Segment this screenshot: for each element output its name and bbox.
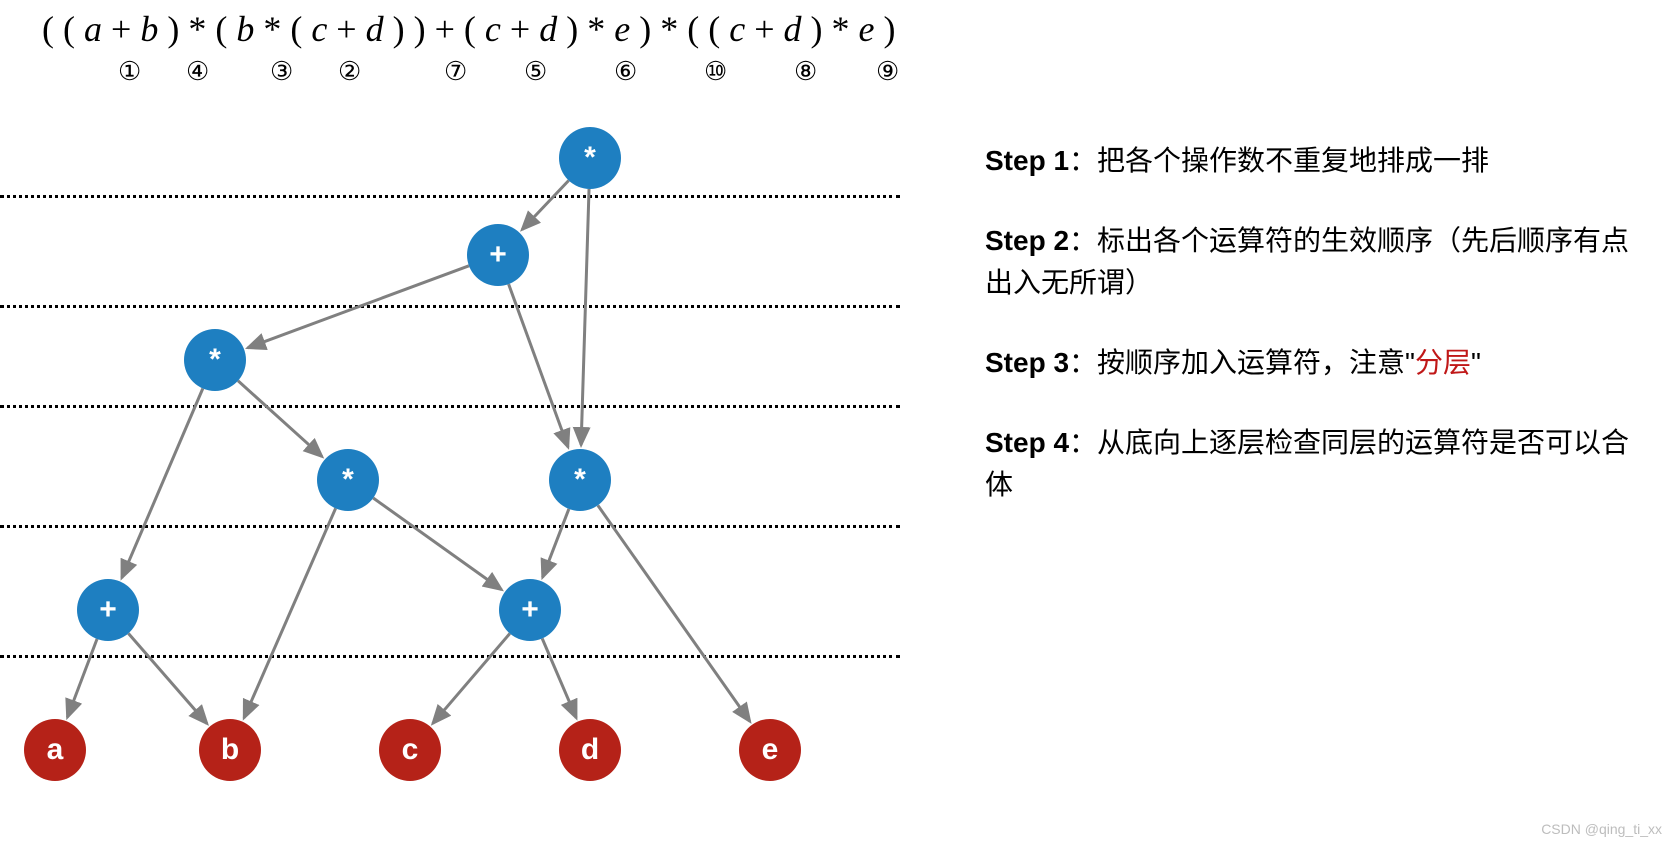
- circled-number: ④: [186, 56, 209, 87]
- edge: [543, 509, 569, 577]
- edge: [542, 638, 576, 717]
- operand-node: c: [379, 719, 441, 781]
- operator-node: *: [559, 127, 621, 189]
- step-item: Step 2：标出各个运算符的生效顺序（先后顺序有点出入无所谓）: [985, 220, 1655, 304]
- edge: [128, 633, 207, 723]
- edge: [67, 639, 97, 717]
- edge: [433, 634, 510, 724]
- edge: [373, 498, 501, 590]
- edge: [238, 381, 322, 457]
- expression-formula: ( ( a + b ) * ( b * ( c + d ) ) + ( c + …: [42, 8, 895, 50]
- edge: [509, 284, 568, 447]
- edge: [522, 180, 569, 229]
- operand-node: b: [199, 719, 261, 781]
- step-item: Step 1：把各个操作数不重复地排成一排: [985, 140, 1655, 182]
- circled-number: ⑨: [876, 56, 899, 87]
- circled-number: ⑧: [794, 56, 817, 87]
- operator-node: *: [184, 329, 246, 391]
- step-item: Step 3：按顺序加入运算符，注意"分层": [985, 342, 1655, 384]
- edge: [581, 189, 589, 445]
- circled-number: ①: [118, 56, 141, 87]
- circled-number: ⑦: [444, 56, 467, 87]
- steps-panel: Step 1：把各个操作数不重复地排成一排 Step 2：标出各个运算符的生效顺序…: [985, 140, 1655, 544]
- edge: [122, 388, 203, 577]
- circled-number: ②: [338, 56, 361, 87]
- step-item: Step 4：从底向上逐层检查同层的运算符是否可以合体: [985, 422, 1655, 506]
- operator-node: *: [549, 449, 611, 511]
- edge: [248, 266, 469, 348]
- operator-node: *: [317, 449, 379, 511]
- operand-node: e: [739, 719, 801, 781]
- operand-node: d: [559, 719, 621, 781]
- circled-number: ⑥: [614, 56, 637, 87]
- circled-number: ⑤: [524, 56, 547, 87]
- operand-node: a: [24, 719, 86, 781]
- watermark: CSDN @qing_ti_xx: [1541, 821, 1662, 837]
- edge: [244, 508, 336, 718]
- operator-node: +: [499, 579, 561, 641]
- operator-node: +: [467, 224, 529, 286]
- edge: [598, 505, 750, 721]
- dag-diagram: * + * * * + + a b c d e: [0, 110, 900, 830]
- circled-number: ③: [270, 56, 293, 87]
- operator-node: +: [77, 579, 139, 641]
- circled-number: ⑩: [704, 56, 727, 87]
